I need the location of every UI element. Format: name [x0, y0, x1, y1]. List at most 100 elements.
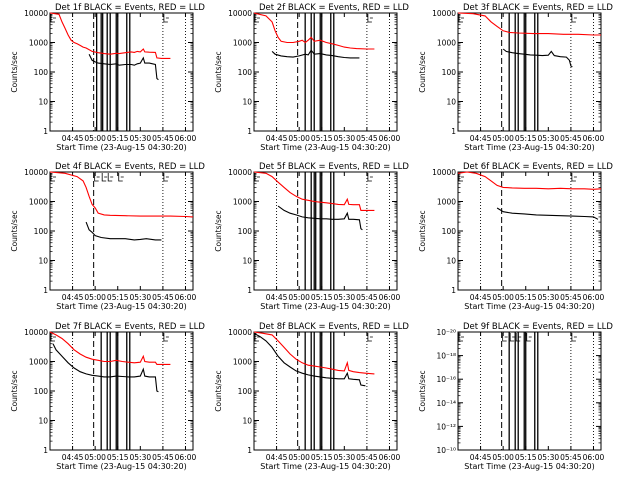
x-tick-label: 04:45 [62, 134, 84, 143]
x-tick-label: 05:00 [288, 293, 310, 302]
x-tick-label: 05:00 [84, 453, 106, 462]
x-tick-label: 05:15 [515, 453, 537, 462]
y-tick-label: 100 [238, 227, 253, 236]
flag-marker [458, 14, 464, 23]
y-tick-label: 10 [38, 98, 48, 107]
flag-marker [118, 173, 124, 182]
chart-title: Det 4f BLACK = Events, RED = LLD [55, 162, 205, 172]
plot-frame [49, 171, 194, 291]
x-tick-label: 06:00 [379, 293, 401, 302]
x-tick-label: 05:30 [130, 453, 152, 462]
y-tick-label: 100 [442, 68, 457, 77]
x-tick-label: 05:45 [560, 134, 582, 143]
flag-marker [515, 333, 522, 342]
y-axis-label: Counts/sec [418, 370, 427, 411]
x-tick-label: 05:15 [311, 134, 333, 143]
y-axis-label: Counts/sec [10, 210, 19, 251]
x-tick-label: 04:45 [470, 293, 492, 302]
x-tick-label: 04:45 [62, 453, 84, 462]
y-axis-label: Counts/sec [214, 370, 223, 411]
x-tick-label: 05:00 [84, 134, 106, 143]
chart-panel: Det 4f BLACK = Events, RED = LLD 1 10 100 10… [10, 162, 205, 311]
chart-title: Det 8f BLACK = Events, RED = LLD [259, 322, 409, 332]
x-axis-label: Start Time (23-Aug-15 04:30:20) [56, 462, 187, 471]
x-tick-label: 05:15 [107, 134, 129, 143]
y-axis-label: Counts/sec [10, 51, 19, 92]
flag-marker [571, 14, 577, 23]
x-tick-label: 05:30 [538, 134, 560, 143]
chart-panel: Det 1f BLACK = Events, RED = LLD 1 10 100 10… [10, 3, 205, 152]
flag-marker [571, 333, 577, 342]
x-axis-label: Start Time (23-Aug-15 04:30:20) [260, 462, 391, 471]
chart-panel: Det 6f BLACK = Events, RED = LLD 1 10 100 10… [418, 162, 613, 311]
y-tick-label: 10000 [228, 9, 252, 18]
x-axis-label: Start Time (23-Aug-15 04:30:20) [260, 143, 391, 152]
x-tick-label: 05:45 [152, 293, 174, 302]
y-tick-label: 1000 [233, 358, 252, 367]
y-tick-label: 100 [238, 68, 253, 77]
x-tick-label: 04:45 [470, 134, 492, 143]
x-tick-label: 05:30 [334, 453, 356, 462]
plot-frame [457, 171, 602, 291]
y-tick-label: 100 [442, 227, 457, 236]
series-line [253, 332, 366, 387]
x-tick-label: 05:45 [152, 134, 174, 143]
flag-marker [571, 173, 577, 182]
x-tick-label: 04:45 [470, 453, 492, 462]
chart-panel: Det 5f BLACK = Events, RED = LLD 1 10 100 10… [214, 162, 409, 311]
x-tick-label: 05:15 [107, 453, 129, 462]
flag-marker [458, 173, 464, 182]
y-axis-label: Counts/sec [418, 51, 427, 92]
flag-marker [50, 14, 56, 23]
flag-marker [367, 14, 373, 23]
series-line [49, 331, 171, 365]
y-tick-label: 1000 [233, 198, 252, 207]
plot-frame [457, 12, 602, 132]
x-axis-label: Start Time (23-Aug-15 04:30:20) [464, 143, 595, 152]
x-tick-label: 04:45 [266, 293, 288, 302]
y-axis-label: Counts/sec [418, 210, 427, 251]
y-tick-label: 1 [451, 286, 456, 295]
x-tick-label: 04:45 [266, 134, 288, 143]
plot-frame [253, 331, 398, 451]
x-tick-label: 05:30 [130, 293, 152, 302]
flag-marker [502, 333, 508, 342]
flag-marker [254, 173, 260, 182]
flag-marker [163, 333, 169, 342]
x-axis-label: Start Time (23-Aug-15 04:30:20) [464, 462, 595, 471]
series-line [253, 12, 375, 50]
y-tick-label: 1000 [29, 39, 48, 48]
y-tick-label: 10⁻¹⁸ [436, 352, 456, 361]
x-tick-label: 06:00 [583, 134, 605, 143]
plot-frame [253, 171, 398, 291]
chart-panel: Det 8f BLACK = Events, RED = LLD 1 10 100 10… [214, 322, 409, 471]
y-axis-label: Counts/sec [214, 210, 223, 251]
x-tick-label: 05:45 [560, 453, 582, 462]
flag-marker [458, 333, 464, 342]
x-tick-label: 05:45 [152, 453, 174, 462]
flag-marker [367, 173, 373, 182]
y-tick-label: 1 [247, 446, 252, 455]
y-tick-label: 10⁻¹² [436, 422, 456, 431]
flag-marker [367, 333, 373, 342]
y-tick-label: 10 [446, 98, 456, 107]
series-line [502, 48, 573, 68]
x-tick-label: 05:15 [311, 293, 333, 302]
y-tick-label: 10000 [432, 9, 456, 18]
series-line [496, 207, 599, 220]
series-line [271, 49, 360, 59]
flag-marker [526, 333, 532, 342]
x-tick-label: 06:00 [583, 453, 605, 462]
x-tick-label: 05:45 [356, 134, 378, 143]
series-line [52, 343, 159, 393]
y-axis-label: Counts/sec [10, 370, 19, 411]
x-tick-label: 05:30 [334, 134, 356, 143]
series-line [88, 53, 159, 81]
x-tick-label: 05:15 [107, 293, 129, 302]
x-tick-label: 05:00 [492, 453, 514, 462]
y-tick-label: 100 [34, 68, 49, 77]
x-tick-label: 05:15 [515, 134, 537, 143]
chart-title: Det 1f BLACK = Events, RED = LLD [55, 3, 205, 13]
x-axis-label: Start Time (23-Aug-15 04:30:20) [56, 302, 187, 311]
